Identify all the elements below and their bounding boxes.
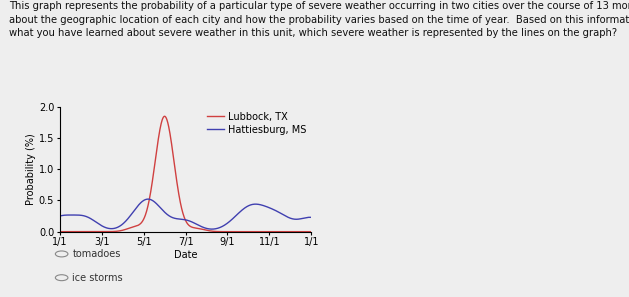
Y-axis label: Probability (%): Probability (%) <box>26 133 36 205</box>
Text: This graph represents the probability of a particular type of severe weather occ: This graph represents the probability of… <box>9 1 629 38</box>
Text: tomadoes: tomadoes <box>72 249 121 259</box>
Text: ice storms: ice storms <box>72 273 123 283</box>
Legend: Lubbock, TX, Hattiesburg, MS: Lubbock, TX, Hattiesburg, MS <box>207 112 306 135</box>
X-axis label: Date: Date <box>174 250 198 260</box>
